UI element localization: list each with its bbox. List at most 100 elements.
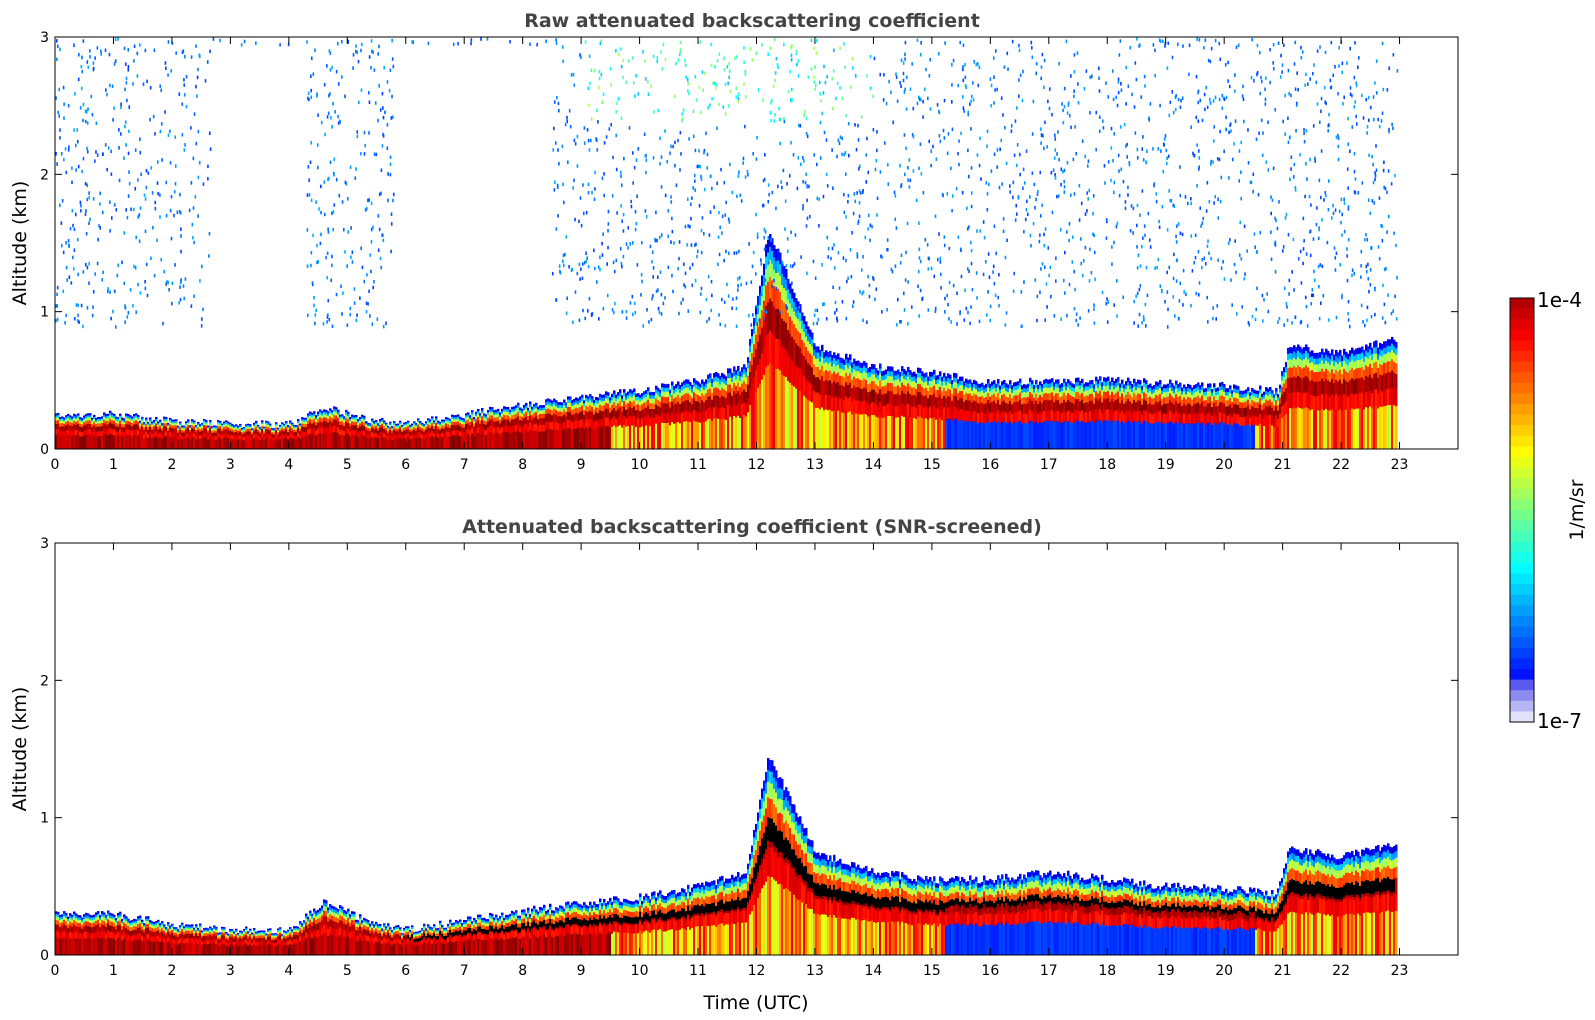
heatmap-cell bbox=[593, 405, 596, 411]
heatmap-cell bbox=[881, 375, 884, 382]
heatmap-cell bbox=[317, 419, 320, 424]
heatmap-cell bbox=[495, 433, 498, 449]
heatmap-cell bbox=[985, 391, 988, 398]
heatmap-cell bbox=[591, 419, 594, 429]
heatmap-cell bbox=[481, 432, 484, 449]
heatmap-cell bbox=[1087, 395, 1090, 403]
heatmap-cell bbox=[1345, 363, 1348, 372]
heatmap-cell bbox=[105, 421, 108, 426]
heatmap-cell bbox=[295, 429, 298, 433]
heatmap-cell bbox=[1369, 406, 1372, 449]
heatmap-cell bbox=[261, 420, 264, 423]
heatmap-cell bbox=[623, 425, 626, 449]
heatmap-cell bbox=[505, 419, 508, 427]
heatmap-cell bbox=[693, 392, 696, 400]
heatmap-cell bbox=[1135, 382, 1138, 387]
heatmap-cell bbox=[723, 396, 726, 409]
heatmap-cell bbox=[1073, 403, 1076, 414]
heatmap-cell bbox=[529, 410, 532, 417]
heatmap-cell bbox=[643, 417, 646, 427]
heatmap-cell bbox=[411, 425, 414, 428]
heatmap-cell bbox=[441, 421, 444, 424]
heatmap-cell bbox=[249, 438, 252, 449]
heatmap-cell bbox=[733, 391, 736, 405]
heatmap-cell bbox=[1175, 421, 1178, 449]
heatmap-cell bbox=[909, 417, 912, 449]
heatmap-cell bbox=[875, 372, 878, 379]
heatmap-cell bbox=[913, 380, 916, 388]
heatmap-cell bbox=[1213, 383, 1216, 388]
heatmap-cell bbox=[1087, 402, 1090, 413]
heatmap-cell bbox=[653, 391, 656, 396]
heatmap-cell bbox=[231, 423, 234, 426]
heatmap-cell bbox=[517, 416, 520, 425]
heatmap-cell bbox=[1221, 389, 1224, 396]
heatmap-cell bbox=[1129, 381, 1132, 386]
heatmap-cell bbox=[801, 312, 804, 322]
heatmap-cell bbox=[465, 415, 468, 419]
heatmap-cell bbox=[911, 381, 914, 389]
heatmap-cell bbox=[763, 285, 766, 302]
heatmap-cell bbox=[913, 418, 916, 449]
heatmap-cell bbox=[189, 432, 192, 437]
heatmap-cell bbox=[271, 434, 274, 438]
heatmap-cell bbox=[397, 428, 400, 432]
heatmap-cell bbox=[1167, 391, 1170, 398]
heatmap-cell bbox=[627, 395, 630, 399]
heatmap-cell bbox=[705, 393, 708, 401]
heatmap-cell bbox=[1383, 341, 1386, 349]
heatmap-cell bbox=[1053, 390, 1056, 397]
heatmap-cell bbox=[151, 437, 154, 449]
heatmap-cell bbox=[411, 426, 414, 430]
heatmap-cell bbox=[69, 435, 72, 449]
heatmap-cell bbox=[739, 376, 742, 382]
heatmap-cell bbox=[663, 413, 666, 424]
heatmap-cell bbox=[273, 437, 276, 442]
heatmap-cell bbox=[289, 420, 292, 423]
heatmap-cell bbox=[463, 427, 466, 433]
heatmap-cell bbox=[1217, 387, 1220, 392]
heatmap-cell bbox=[837, 353, 840, 360]
noise-speck bbox=[738, 170, 740, 174]
heatmap-cell bbox=[161, 426, 164, 429]
heatmap-cell bbox=[525, 423, 528, 432]
heatmap-cell bbox=[1115, 410, 1118, 422]
heatmap-cell bbox=[277, 429, 280, 431]
heatmap-cell bbox=[1143, 410, 1146, 422]
heatmap-cell bbox=[1261, 418, 1264, 428]
heatmap-cell bbox=[1327, 380, 1330, 396]
heatmap-cell bbox=[1069, 401, 1072, 413]
heatmap-cell bbox=[497, 420, 500, 428]
heatmap-cell bbox=[771, 333, 774, 366]
heatmap-cell bbox=[1323, 363, 1326, 373]
heatmap-cell bbox=[1111, 386, 1114, 393]
heatmap-cell bbox=[639, 394, 642, 399]
heatmap-cell bbox=[417, 432, 420, 438]
heatmap-cell bbox=[235, 427, 238, 430]
heatmap-cell bbox=[929, 394, 932, 408]
heatmap-cell bbox=[1283, 372, 1286, 378]
heatmap-cell bbox=[1149, 387, 1152, 392]
heatmap-cell bbox=[1077, 420, 1080, 449]
heatmap-cell bbox=[633, 395, 636, 402]
heatmap-cell bbox=[525, 402, 528, 407]
heatmap-cell bbox=[475, 416, 478, 420]
heatmap-cell bbox=[1031, 384, 1034, 390]
heatmap-cell bbox=[1225, 415, 1228, 426]
heatmap-cell bbox=[401, 424, 404, 427]
heatmap-cell bbox=[147, 429, 150, 435]
heatmap-cell bbox=[955, 407, 958, 420]
heatmap-cell bbox=[1037, 397, 1040, 405]
heatmap-cell bbox=[215, 428, 218, 432]
heatmap-cell bbox=[491, 419, 494, 427]
heatmap-cell bbox=[275, 422, 278, 425]
heatmap-cell bbox=[667, 387, 670, 393]
heatmap-cell bbox=[471, 412, 474, 416]
heatmap-cell bbox=[787, 330, 790, 357]
heatmap-cell bbox=[1299, 377, 1302, 394]
heatmap-cell bbox=[843, 413, 846, 449]
heatmap-cell bbox=[777, 272, 780, 290]
heatmap-cell bbox=[1231, 390, 1234, 395]
heatmap-cell bbox=[1135, 395, 1138, 403]
heatmap-cell bbox=[135, 420, 138, 425]
